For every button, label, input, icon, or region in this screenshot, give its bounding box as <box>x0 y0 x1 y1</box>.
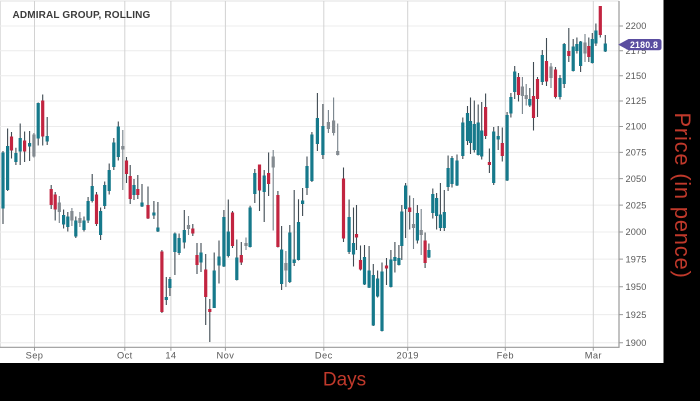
svg-text:2125: 2125 <box>626 96 647 106</box>
svg-text:Oct: Oct <box>117 351 133 361</box>
svg-text:Price (in pence): Price (in pence) <box>670 112 695 278</box>
svg-text:Feb: Feb <box>497 351 514 361</box>
svg-text:Days: Days <box>323 370 366 391</box>
svg-text:2019: 2019 <box>397 351 419 361</box>
svg-text:2150: 2150 <box>626 71 647 81</box>
svg-text:ADMIRAL GROUP, ROLLING: ADMIRAL GROUP, ROLLING <box>13 10 151 21</box>
svg-text:2200: 2200 <box>626 21 647 31</box>
svg-text:Mar: Mar <box>585 351 602 361</box>
svg-text:1900: 1900 <box>626 338 647 348</box>
svg-text:1925: 1925 <box>626 310 647 320</box>
svg-text:14: 14 <box>165 351 176 361</box>
svg-text:Sep: Sep <box>26 351 44 361</box>
svg-text:2100: 2100 <box>626 122 647 132</box>
svg-text:2180.8: 2180.8 <box>630 40 658 50</box>
svg-text:2050: 2050 <box>626 174 647 184</box>
svg-text:2025: 2025 <box>626 200 647 210</box>
svg-text:Dec: Dec <box>315 351 333 361</box>
svg-text:2175: 2175 <box>626 46 647 56</box>
svg-text:1950: 1950 <box>626 282 647 292</box>
svg-text:Nov: Nov <box>217 351 235 361</box>
svg-text:1975: 1975 <box>626 254 647 264</box>
svg-text:2000: 2000 <box>626 227 647 237</box>
svg-text:2075: 2075 <box>626 148 647 158</box>
